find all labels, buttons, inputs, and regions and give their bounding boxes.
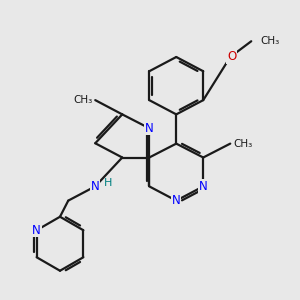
Text: CH₃: CH₃	[73, 95, 92, 105]
Text: CH₃: CH₃	[233, 139, 253, 148]
Text: H: H	[104, 178, 112, 188]
Text: CH₃: CH₃	[261, 36, 280, 46]
Text: O: O	[227, 50, 236, 64]
Text: N: N	[172, 194, 181, 207]
Text: N: N	[199, 180, 208, 193]
Text: N: N	[145, 122, 154, 135]
Text: N: N	[32, 224, 41, 237]
Text: N: N	[91, 180, 100, 193]
